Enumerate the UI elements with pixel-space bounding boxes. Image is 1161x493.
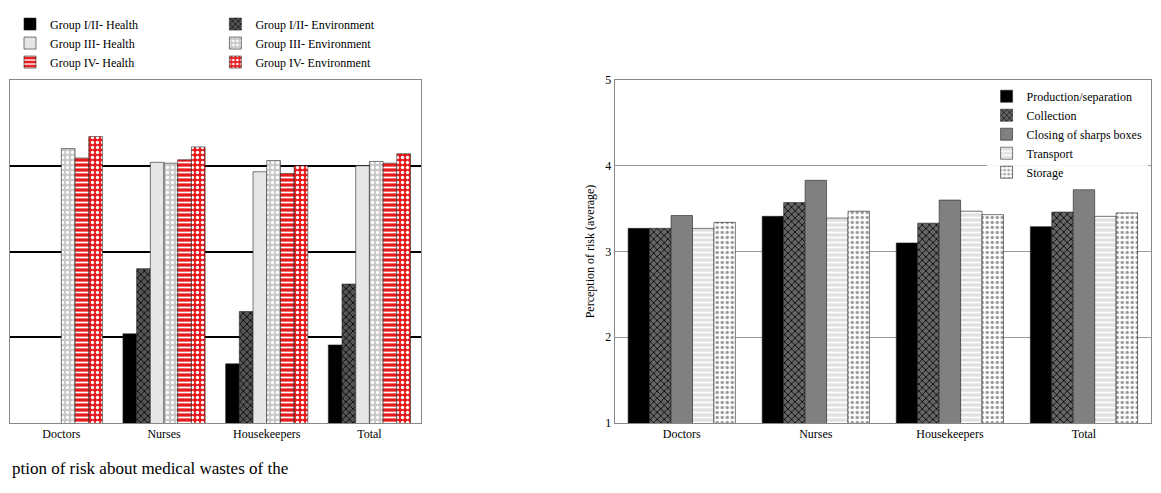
svg-text:Total: Total xyxy=(1072,427,1097,441)
svg-text:Perception of risk (average): Perception of risk (average) xyxy=(583,185,597,319)
svg-text:Doctors: Doctors xyxy=(42,427,80,441)
svg-text:Group I/II- Environment: Group I/II- Environment xyxy=(255,18,374,32)
svg-text:Doctors: Doctors xyxy=(663,427,701,441)
svg-text:Group IV- Health: Group IV- Health xyxy=(50,56,134,70)
svg-text:2: 2 xyxy=(605,330,611,344)
svg-text:Housekeepers: Housekeepers xyxy=(916,427,984,441)
svg-text:Nurses: Nurses xyxy=(147,427,181,441)
svg-text:Transport: Transport xyxy=(1027,147,1074,161)
svg-text:Closing of sharps boxes: Closing of sharps boxes xyxy=(1027,128,1142,142)
svg-text:1: 1 xyxy=(605,416,611,430)
svg-text:ption of risk about medical wa: ption of risk about medical wastes of th… xyxy=(12,459,288,478)
svg-text:3: 3 xyxy=(605,245,611,259)
svg-text:Storage: Storage xyxy=(1027,166,1064,180)
svg-text:Group I/II- Health: Group I/II- Health xyxy=(50,18,138,32)
svg-text:Production/separation: Production/separation xyxy=(1027,90,1132,104)
svg-text:4: 4 xyxy=(605,159,611,173)
svg-text:Collection: Collection xyxy=(1027,109,1077,123)
svg-text:Group IV- Environment: Group IV- Environment xyxy=(255,56,371,70)
svg-text:Housekeepers: Housekeepers xyxy=(233,427,301,441)
svg-text:Group III- Environment: Group III- Environment xyxy=(255,37,371,51)
svg-text:Group III- Health: Group III- Health xyxy=(50,37,135,51)
svg-text:5: 5 xyxy=(605,73,611,87)
svg-text:Nurses: Nurses xyxy=(799,427,833,441)
svg-text:Total: Total xyxy=(357,427,382,441)
